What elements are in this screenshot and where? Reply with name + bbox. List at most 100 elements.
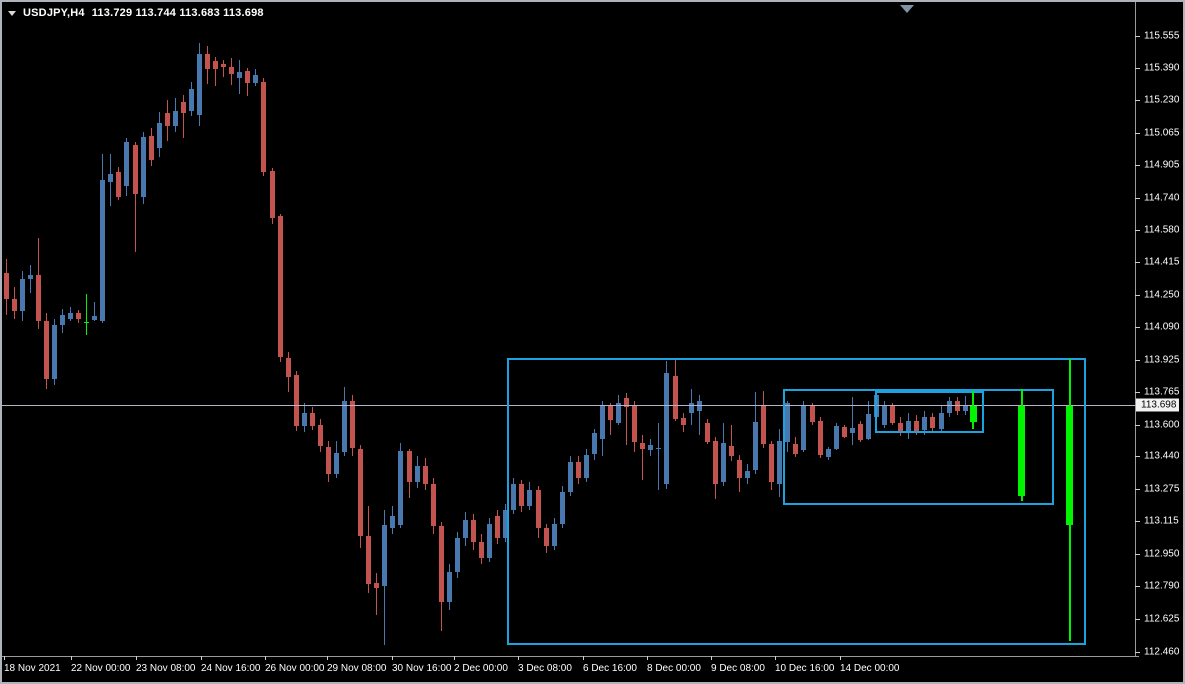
time-tick xyxy=(136,656,137,660)
candle xyxy=(575,462,581,479)
candle xyxy=(237,72,243,79)
price-axis-label: 114.250 xyxy=(1144,289,1180,301)
candle xyxy=(253,75,259,84)
time-tick xyxy=(775,656,776,660)
price-axis-label: 114.740 xyxy=(1144,192,1180,204)
candle xyxy=(930,416,936,429)
time-axis-label: 26 Nov 00:00 xyxy=(265,663,325,674)
time-tick xyxy=(265,656,266,660)
price-axis-label: 114.580 xyxy=(1144,224,1180,236)
candle xyxy=(140,137,146,197)
symbol-timeframe-label: USDJPY,H4 xyxy=(23,7,85,19)
price-tick xyxy=(1135,68,1140,70)
time-tick xyxy=(518,656,519,660)
time-axis-label: 3 Dec 08:00 xyxy=(518,663,572,674)
candle xyxy=(462,520,468,538)
candle xyxy=(535,490,541,529)
zone-rectangle[interactable] xyxy=(507,357,1086,646)
candle xyxy=(132,145,138,194)
candle xyxy=(59,315,65,326)
price-axis[interactable]: 115.555 115.390 115.230 115.065 114.905 114.7… xyxy=(1135,2,1183,660)
time-axis-label: 24 Nov 16:00 xyxy=(201,663,261,674)
time-axis-label: 18 Nov 2021 xyxy=(4,663,61,674)
price-tick xyxy=(1135,456,1140,458)
price-axis-label: 113.115 xyxy=(1144,515,1179,527)
candle xyxy=(358,448,364,537)
time-axis[interactable]: 18 Nov 2021 22 Nov 00:00 23 Nov 08:00 24 No… xyxy=(2,656,1183,682)
price-tick xyxy=(1135,424,1140,426)
candle xyxy=(188,89,194,112)
price-tick xyxy=(1135,197,1140,199)
candle xyxy=(27,275,33,280)
price-tick xyxy=(1135,100,1140,102)
price-tick xyxy=(1135,521,1140,523)
candle xyxy=(599,404,605,440)
current-price-line xyxy=(2,405,1137,407)
zone-rectangle[interactable] xyxy=(875,390,984,433)
chart-canvas[interactable] xyxy=(2,2,1137,658)
candle xyxy=(116,171,122,197)
candle-wick xyxy=(851,396,853,446)
candle xyxy=(761,405,767,445)
time-tick xyxy=(647,656,648,660)
doji-candle xyxy=(84,322,90,324)
candle xyxy=(124,142,130,186)
candle xyxy=(833,425,839,449)
price-tick xyxy=(1135,585,1140,587)
candle xyxy=(849,428,855,433)
candle xyxy=(43,321,49,379)
candle xyxy=(608,404,613,420)
candle xyxy=(390,516,396,529)
candle xyxy=(648,444,654,450)
candle xyxy=(785,402,791,443)
candle xyxy=(857,423,863,441)
candle xyxy=(632,404,638,443)
candle-wick xyxy=(182,95,184,138)
candle-wick xyxy=(626,392,628,446)
candle xyxy=(164,113,170,126)
candle xyxy=(720,442,726,483)
price-axis-label: 114.090 xyxy=(1144,321,1180,333)
chart-shift-marker-icon[interactable] xyxy=(900,5,914,13)
price-axis-label: 113.925 xyxy=(1144,354,1180,366)
candle xyxy=(712,440,718,485)
candle xyxy=(196,54,202,116)
candle xyxy=(180,102,186,114)
candle xyxy=(672,375,678,419)
candle xyxy=(793,443,799,454)
chevron-down-icon xyxy=(8,10,16,16)
candle xyxy=(519,484,525,507)
price-tick xyxy=(1135,618,1140,620)
candle xyxy=(704,422,710,443)
candle xyxy=(503,510,509,539)
time-tick xyxy=(454,656,455,660)
candle xyxy=(624,397,630,407)
candle xyxy=(801,405,807,451)
candle xyxy=(366,536,372,584)
candle xyxy=(640,442,646,449)
price-tick xyxy=(1135,262,1140,264)
time-tick xyxy=(711,656,712,660)
candle xyxy=(769,443,775,483)
candle xyxy=(342,400,347,453)
time-axis-label: 23 Nov 08:00 xyxy=(136,663,196,674)
price-axis-label: 115.390 xyxy=(1144,62,1180,74)
price-tick xyxy=(1135,651,1140,653)
time-axis-line xyxy=(2,656,1139,657)
candle xyxy=(325,446,331,475)
candle xyxy=(495,516,501,539)
price-axis-label: 112.950 xyxy=(1144,548,1180,560)
candle xyxy=(76,313,81,320)
candle xyxy=(100,179,106,322)
zone-rectangle[interactable] xyxy=(783,388,1054,506)
candle xyxy=(753,421,759,471)
candle xyxy=(148,136,154,160)
candle xyxy=(817,420,823,456)
candle-wick xyxy=(730,424,732,462)
candle-wick xyxy=(223,60,225,78)
price-tick xyxy=(1135,164,1140,166)
candle xyxy=(51,325,57,379)
candle xyxy=(841,427,847,438)
price-tick xyxy=(1135,554,1140,555)
candle-wick xyxy=(86,294,88,335)
